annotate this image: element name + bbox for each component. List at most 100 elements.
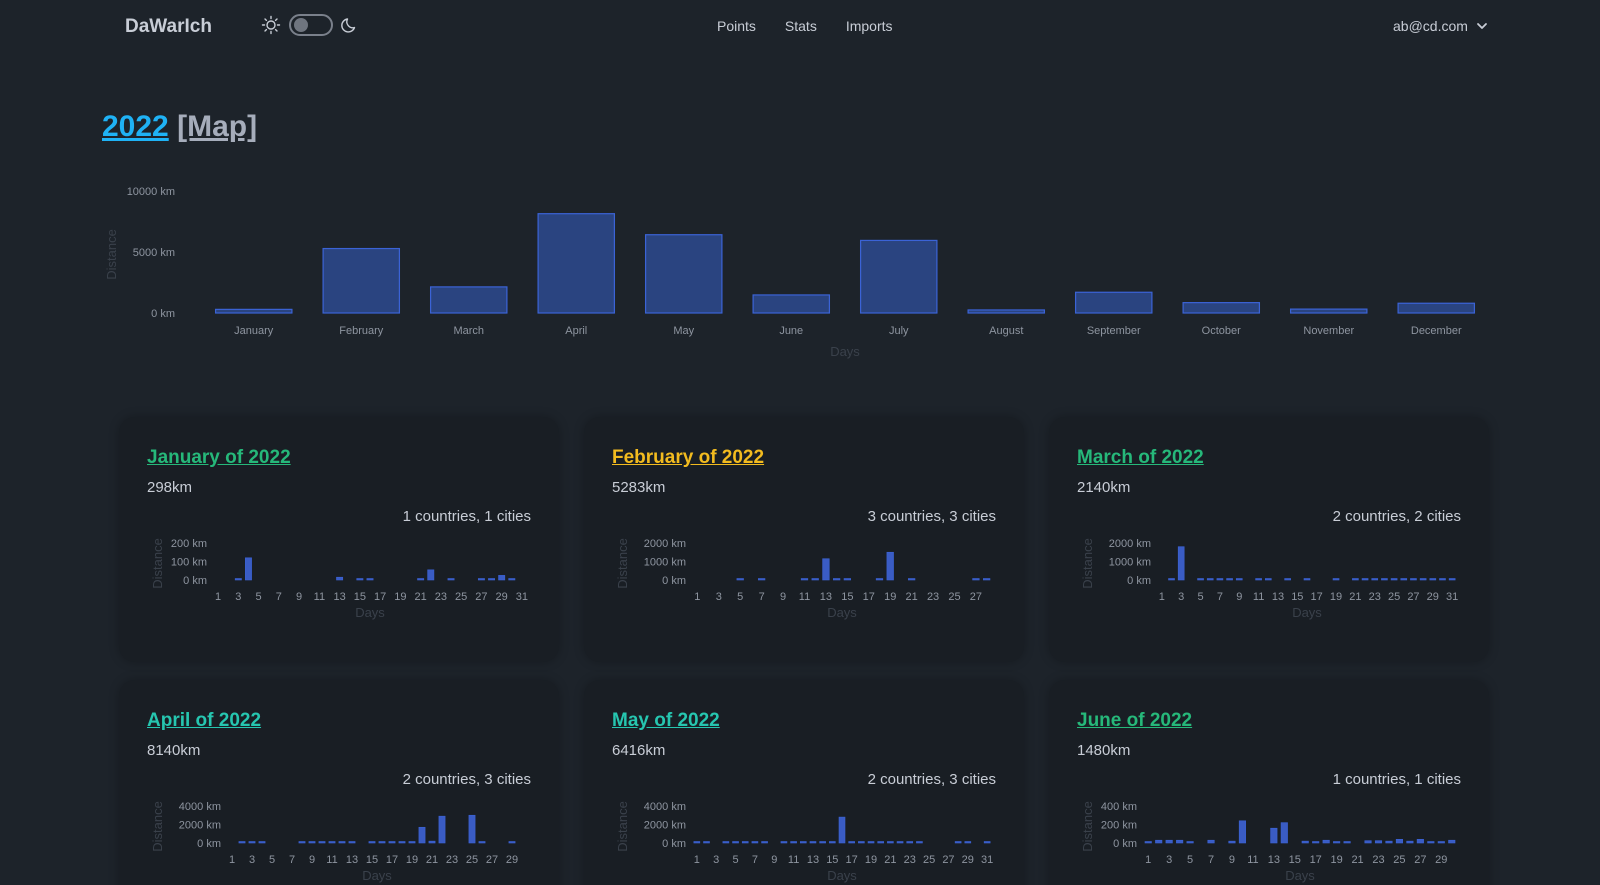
month-title-link[interactable]: May of 2022 — [612, 710, 720, 731]
day-bar — [388, 841, 396, 844]
user-email: ab@cd.com — [1393, 18, 1468, 34]
day-bar — [1176, 839, 1184, 844]
y-axis-title: Distance — [1080, 538, 1095, 589]
day-bar — [398, 841, 406, 844]
y-tick-label: 2000 km — [644, 538, 686, 550]
day-bar — [1322, 839, 1330, 844]
day-bar — [356, 578, 364, 581]
month-distance: 1480km — [1077, 742, 1131, 759]
day-bar — [858, 841, 865, 844]
month-distance: 2140km — [1077, 479, 1131, 496]
x-tick-label: 23 — [1369, 591, 1381, 603]
day-bar — [1395, 838, 1403, 844]
day-bar — [1186, 841, 1194, 844]
month-locations: 2 countries, 2 cities — [1332, 508, 1461, 525]
y-tick-label: 2000 km — [1109, 538, 1151, 550]
x-tick-label: 31 — [981, 854, 993, 866]
nav-imports[interactable]: Imports — [845, 18, 893, 34]
x-tick-label: 29 — [1427, 591, 1439, 603]
x-tick-label: January — [234, 325, 274, 337]
bar-september — [1074, 291, 1153, 314]
day-bar — [693, 841, 701, 844]
month-title-link[interactable]: March of 2022 — [1077, 447, 1204, 468]
y-tick-label: 400 km — [1101, 801, 1137, 813]
bar-july — [859, 239, 938, 314]
day-bar — [751, 841, 759, 844]
x-tick-label: 27 — [475, 591, 487, 603]
x-tick-label: 11 — [1247, 854, 1258, 866]
x-tick-label: 9 — [1229, 854, 1235, 866]
month-title-link[interactable]: June of 2022 — [1077, 710, 1193, 731]
x-tick-label: 17 — [846, 854, 858, 866]
day-bar — [308, 841, 316, 844]
y-tick-label: 0 km — [1113, 838, 1137, 850]
day-bar — [875, 578, 884, 581]
x-tick-label: 23 — [435, 591, 447, 603]
y-tick-label: 4000 km — [644, 801, 686, 813]
map-link[interactable]: [Map] — [177, 110, 258, 143]
year-link[interactable]: 2022 — [102, 110, 169, 143]
day-bar — [829, 841, 836, 844]
moon-icon[interactable] — [341, 16, 359, 34]
day-bar — [428, 840, 436, 844]
x-tick-label: 19 — [865, 854, 877, 866]
y-tick-label: 2000 km — [179, 820, 221, 832]
theme-toggle[interactable] — [289, 14, 333, 36]
x-tick-label: 5 — [1187, 854, 1193, 866]
x-tick-label: 29 — [1435, 854, 1447, 866]
x-tick-label: 3 — [249, 854, 255, 866]
x-tick-label: 21 — [415, 591, 427, 603]
x-tick-label: 31 — [1446, 591, 1458, 603]
day-bar — [1381, 578, 1388, 581]
x-tick-label: 31 — [516, 591, 528, 603]
x-tick-label: 27 — [970, 591, 982, 603]
x-axis-title: Days — [362, 868, 392, 883]
x-tick-label: 13 — [1268, 854, 1280, 866]
day-bar — [1228, 840, 1236, 844]
day-bar — [758, 578, 766, 581]
y-tick-label: 0 km — [1127, 575, 1151, 587]
day-bar — [418, 826, 426, 844]
sun-icon[interactable] — [261, 15, 281, 35]
x-tick-label: 21 — [1349, 591, 1361, 603]
x-tick-label: 9 — [309, 854, 315, 866]
month-title-link[interactable]: April of 2022 — [147, 710, 262, 731]
day-bar — [1385, 840, 1393, 844]
day-bar — [811, 578, 819, 581]
day-bar — [1333, 841, 1341, 844]
month-locations: 1 countries, 1 cities — [402, 508, 531, 525]
day-bar — [886, 551, 894, 581]
month-title-link[interactable]: January of 2022 — [147, 447, 291, 468]
user-menu[interactable]: ab@cd.com — [1393, 18, 1488, 34]
day-bar — [983, 578, 991, 581]
month-locations: 2 countries, 3 cities — [402, 771, 531, 788]
x-tick-label: 23 — [927, 591, 939, 603]
x-tick-label: 1 — [229, 854, 235, 866]
day-bar — [234, 578, 242, 581]
x-tick-label: 17 — [374, 591, 386, 603]
day-bar — [741, 841, 749, 844]
month-card: February of 2022 5283km 3 countries, 3 cit… — [584, 417, 1024, 662]
x-tick-label: April — [565, 325, 587, 337]
theme-switcher[interactable] — [261, 14, 359, 36]
day-bar — [447, 578, 455, 581]
nav-points[interactable]: Points — [717, 18, 756, 34]
x-tick-label: 17 — [386, 854, 398, 866]
x-tick-label: 25 — [1393, 854, 1405, 866]
x-tick-label: 3 — [1178, 591, 1184, 603]
month-card: April of 2022 8140km 2 countries, 3 cities… — [119, 680, 559, 885]
month-title-link[interactable]: February of 2022 — [612, 447, 765, 468]
x-tick-label: 7 — [276, 591, 282, 603]
x-tick-label: 27 — [942, 854, 954, 866]
day-bar — [408, 841, 416, 844]
x-tick-label: 7 — [289, 854, 295, 866]
x-tick-label: June — [779, 325, 803, 337]
day-bar — [248, 841, 256, 844]
nav-stats[interactable]: Stats — [784, 18, 817, 34]
x-tick-label: 27 — [1414, 854, 1426, 866]
brand-logo[interactable]: DaWarIch — [125, 16, 212, 37]
month-distance: 298km — [147, 479, 193, 496]
x-tick-label: November — [1303, 325, 1354, 337]
x-axis-title: Days — [827, 868, 857, 883]
